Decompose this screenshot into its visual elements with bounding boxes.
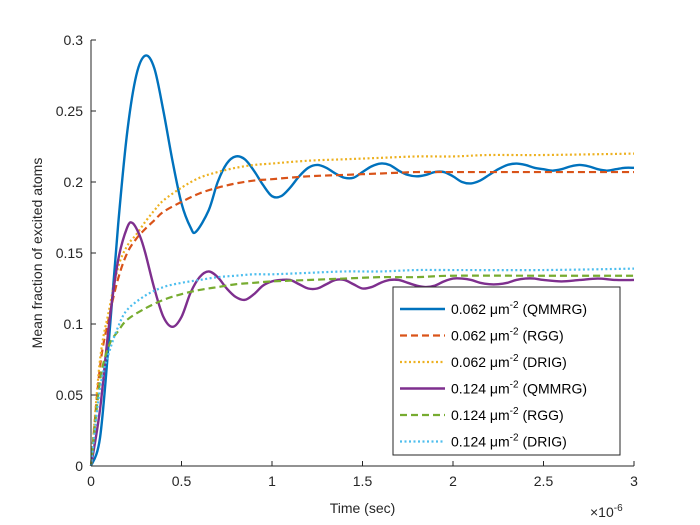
legend-method: (QMMRG)	[519, 381, 587, 397]
y-tick-label: 0.15	[56, 245, 83, 261]
legend-label-6: 0.124 μm-2 (DRIG)	[451, 433, 567, 450]
legend-unit-exponent: -2	[510, 353, 519, 364]
legend-label-5: 0.124 μm-2 (RGG)	[451, 406, 564, 423]
y-tick-label: 0.3	[64, 32, 84, 48]
legend-label-4: 0.124 μm-2 (QMMRG)	[451, 380, 587, 397]
legend-method: (QMMRG)	[519, 301, 587, 317]
series-line-5	[89, 274, 634, 467]
legend-density: 0.124 μm	[451, 381, 510, 397]
x-axis-exponent: ×10-6	[590, 503, 623, 520]
legend-density: 0.062 μm	[451, 301, 510, 317]
legend-label-2: 0.062 μm-2 (RGG)	[451, 327, 564, 344]
legend-density: 0.062 μm	[451, 354, 510, 370]
legend-label-3: 0.062 μm-2 (DRIG)	[451, 353, 567, 370]
legend-density: 0.062 μm	[451, 328, 510, 344]
axes-layer: 0 0.5 1 1.5 2 2.5 3 0 0.05 0.1 0.15 0.2 0.25 0.3 Time …	[29, 32, 638, 520]
legend-unit-exponent: -2	[510, 406, 519, 417]
y-tick-label: 0.25	[56, 103, 83, 119]
series-line-4	[89, 221, 635, 467]
x-tick-label: 1.5	[353, 473, 373, 489]
y-tick-label: 0.05	[56, 387, 83, 403]
x-tick-label: 2.5	[534, 473, 554, 489]
y-tick-label: 0.2	[64, 174, 84, 190]
series-line-2	[89, 170, 634, 467]
legend-unit-exponent: -2	[510, 433, 519, 444]
legend-method: (RGG)	[519, 328, 564, 344]
x-tick-label: 1	[268, 473, 276, 489]
legend-label-1: 0.062 μm-2 (QMMRG)	[451, 300, 587, 317]
legend-unit-exponent: -2	[510, 300, 519, 311]
x-tick-label: 2	[449, 473, 457, 489]
x-axis-exponent-power: -6	[614, 503, 623, 514]
series-layer	[89, 54, 635, 467]
y-tick-label: 0	[75, 458, 83, 474]
legend-box	[392, 286, 621, 456]
y-tick-label: 0.1	[64, 316, 84, 332]
legend-density: 0.124 μm	[451, 434, 510, 450]
x-tick-label: 0	[87, 473, 95, 489]
legend-method: (RGG)	[519, 407, 564, 423]
x-axis-exponent-base: ×10	[590, 504, 614, 520]
legend: 0.062 μm-2 (QMMRG)0.062 μm-2 (RGG)0.062 …	[392, 286, 621, 456]
y-axis-label: Mean fraction of excited atoms	[29, 158, 45, 349]
series-line-3	[89, 152, 635, 467]
x-tick-label: 3	[630, 473, 638, 489]
legend-density: 0.124 μm	[451, 407, 510, 423]
legend-method: (DRIG)	[519, 354, 567, 370]
legend-unit-exponent: -2	[510, 327, 519, 338]
x-axis-label: Time (sec)	[330, 500, 396, 516]
x-tick-label: 0.5	[172, 473, 192, 489]
legend-unit-exponent: -2	[510, 380, 519, 391]
legend-method: (DRIG)	[519, 434, 567, 450]
